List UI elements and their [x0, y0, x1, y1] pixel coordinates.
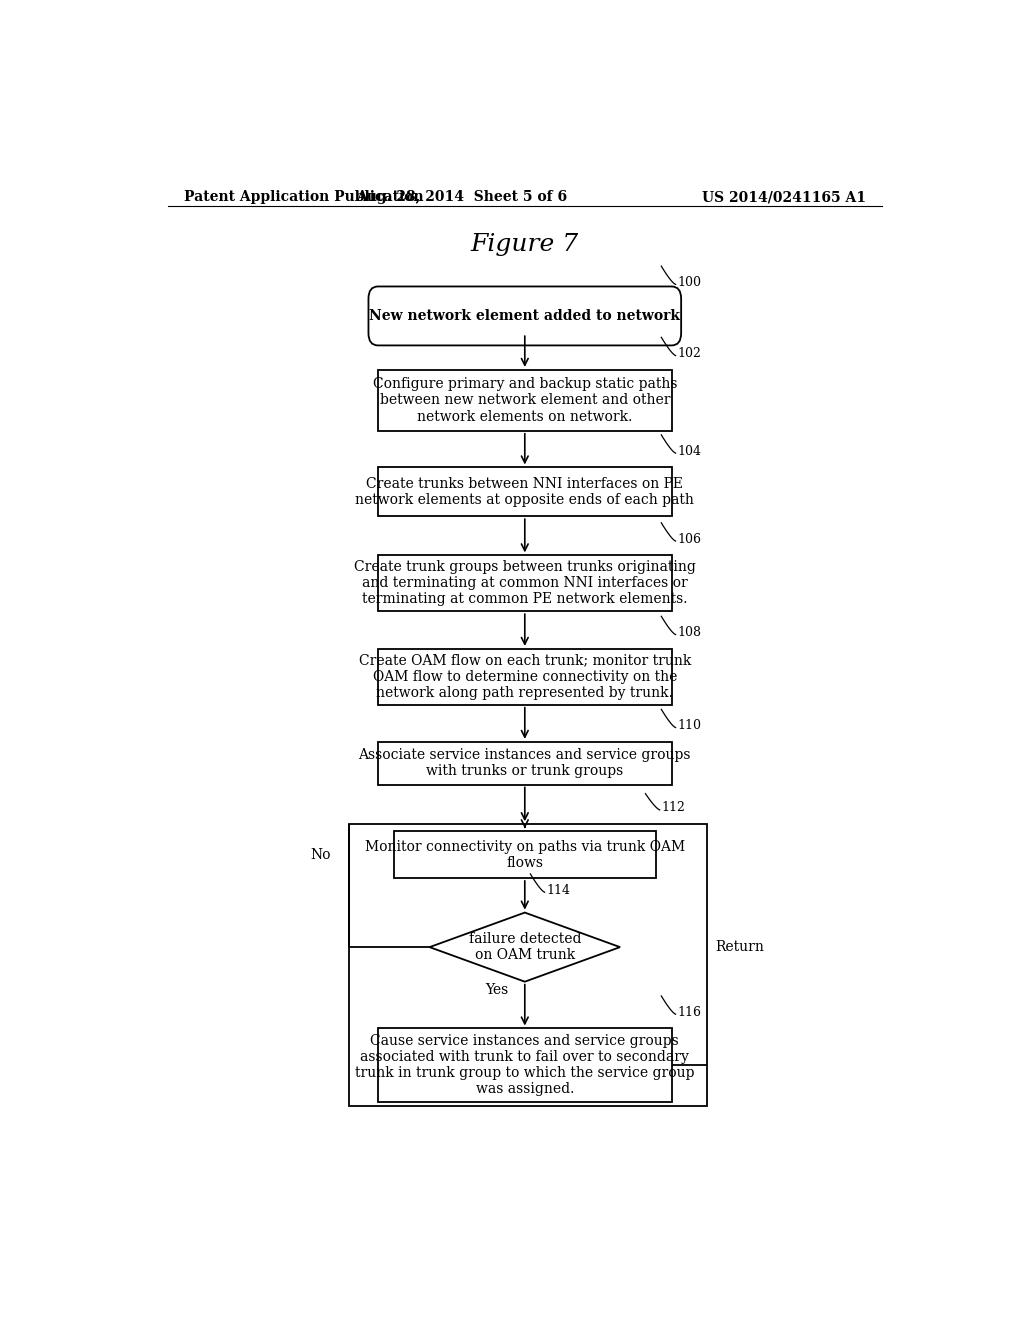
Bar: [378, 649, 672, 705]
Text: Create trunks between NNI interfaces on PE
network elements at opposite ends of : Create trunks between NNI interfaces on …: [355, 477, 694, 507]
Text: US 2014/0241165 A1: US 2014/0241165 A1: [702, 190, 866, 205]
Text: Yes: Yes: [485, 983, 509, 997]
Text: 110: 110: [677, 719, 701, 733]
Text: Patent Application Publication: Patent Application Publication: [183, 190, 423, 205]
FancyBboxPatch shape: [369, 286, 681, 346]
Text: Monitor connectivity on paths via trunk OAM
flows: Monitor connectivity on paths via trunk …: [365, 840, 685, 870]
Bar: [378, 742, 672, 784]
Text: Create trunk groups between trunks originating
and terminating at common NNI int: Create trunk groups between trunks origi…: [354, 560, 695, 606]
Bar: [378, 556, 672, 611]
Text: New network element added to network: New network element added to network: [370, 309, 680, 323]
Bar: [348, 824, 708, 1106]
Text: Figure 7: Figure 7: [471, 234, 579, 256]
Text: 112: 112: [662, 801, 685, 814]
Polygon shape: [430, 912, 620, 982]
Text: 104: 104: [677, 445, 701, 458]
Bar: [378, 1028, 672, 1102]
Text: Configure primary and backup static paths
between new network element and other
: Configure primary and backup static path…: [373, 378, 677, 424]
Text: Associate service instances and service groups
with trunks or trunk groups: Associate service instances and service …: [358, 748, 691, 779]
Text: 102: 102: [677, 347, 701, 360]
Text: 106: 106: [677, 532, 701, 545]
Bar: [394, 832, 655, 878]
Text: Return: Return: [715, 940, 764, 954]
Text: failure detected
on OAM trunk: failure detected on OAM trunk: [469, 932, 581, 962]
Text: 100: 100: [677, 276, 701, 289]
Text: 114: 114: [546, 883, 570, 896]
Text: 108: 108: [677, 626, 701, 639]
Text: Create OAM flow on each trunk; monitor trunk
OAM flow to determine connectivity : Create OAM flow on each trunk; monitor t…: [358, 653, 691, 700]
Text: Aug. 28, 2014  Sheet 5 of 6: Aug. 28, 2014 Sheet 5 of 6: [355, 190, 567, 205]
Bar: [378, 370, 672, 430]
Text: Cause service instances and service groups
associated with trunk to fail over to: Cause service instances and service grou…: [355, 1034, 694, 1097]
Text: 116: 116: [677, 1006, 701, 1019]
Bar: [378, 467, 672, 516]
Text: No: No: [310, 847, 331, 862]
